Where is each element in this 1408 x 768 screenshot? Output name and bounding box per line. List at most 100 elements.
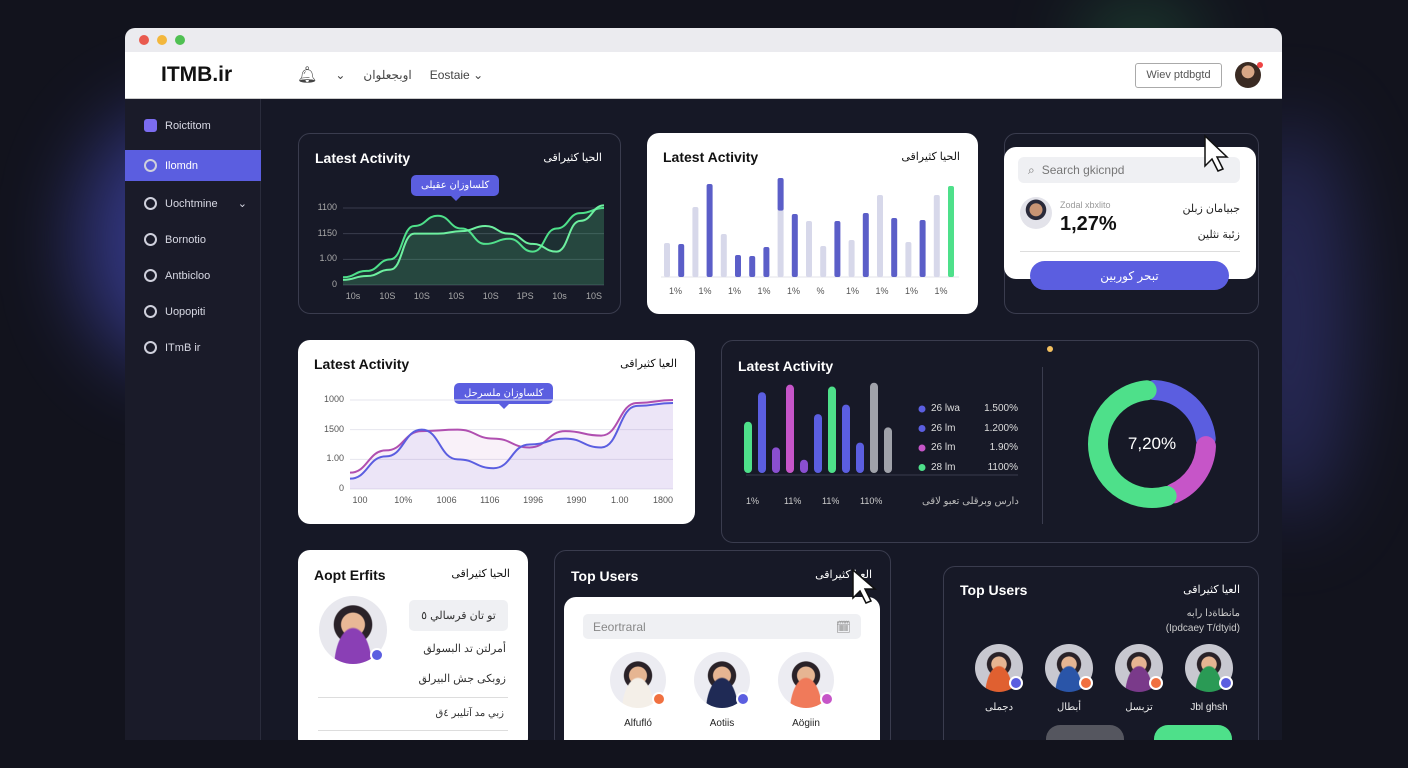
profile-tag[interactable]: تو تان قرسالي ٥: [409, 600, 508, 631]
divider: [318, 730, 508, 731]
stat-panel: ⌕ Search gkicnpd Zodal xbxlito 1,27% جبيا…: [1004, 147, 1256, 279]
bar: [828, 386, 836, 473]
line-chart: [349, 399, 674, 490]
series-area: [350, 400, 673, 489]
x-tick-label: %: [816, 286, 825, 296]
bar: [744, 421, 752, 473]
nav-item[interactable]: اوبجعلوان: [363, 68, 412, 82]
y-tick-label: 0: [331, 279, 337, 289]
x-tick-label: 1%: [746, 496, 760, 506]
calendar-icon[interactable]: 🗓︎: [835, 619, 851, 634]
user-name: أبطال: [1056, 702, 1082, 713]
primary-button[interactable]: تبحر كوربين: [1030, 261, 1229, 290]
view-button[interactable]: Wiev ptdbgtd: [1135, 62, 1222, 88]
status-badge: [1079, 676, 1093, 690]
bar: [884, 427, 892, 473]
user-avatar[interactable]: [1235, 62, 1263, 88]
user-name: Jbl ghsh: [1190, 702, 1228, 713]
x-tick-label: 1%: [905, 286, 919, 296]
status-badge: [820, 692, 834, 706]
x-tick-label: 110%: [860, 496, 883, 506]
bar: [806, 221, 812, 277]
profile-line: أمرلتن تد البسولق: [423, 643, 506, 655]
bar-and-donut-chart: [744, 380, 1216, 508]
x-tick-label: 1PS: [516, 291, 534, 301]
x-tick-label: 1%: [757, 286, 771, 296]
top-users-card-2: Top Users العيا كثيراقى مانطاةدا رابه (I…: [943, 566, 1259, 740]
user-circle-icon: [144, 197, 157, 210]
bar: [919, 220, 926, 277]
close-window-button[interactable]: [139, 35, 149, 45]
title-bar: [125, 28, 1282, 52]
stat-side-text: زئبة نثلين: [1197, 229, 1240, 241]
sidebar-item-label: ITmB ir: [165, 341, 201, 354]
sidebar-item-6[interactable]: Uopopiti: [125, 296, 261, 327]
bar: [905, 242, 912, 277]
donut-center-value: 7,20%: [1127, 434, 1177, 453]
legend-dot: [918, 425, 926, 432]
card-title: Top Users: [571, 568, 639, 584]
user-avatar: [1020, 197, 1052, 229]
sidebar-item-7[interactable]: ITmB ir: [125, 332, 261, 363]
series-line: [349, 399, 674, 474]
series-area: [350, 402, 673, 489]
sidebar-item-5[interactable]: Antbicloo: [125, 260, 261, 291]
line-chart: [342, 204, 605, 286]
bar: [758, 392, 766, 473]
card-subtitle: الحيا كثيراقى: [901, 151, 960, 163]
bar: [791, 214, 798, 277]
x-tick-label: 1990: [566, 495, 587, 505]
x-tick-label: 11%: [822, 496, 840, 506]
x-tick-label: 10S: [379, 291, 396, 301]
bar: [678, 244, 685, 277]
latest-activity-card: Latest Activity الحيا كثيراقى كلساوزان ع…: [298, 133, 621, 314]
x-tick-label: 1%: [698, 286, 712, 296]
legend-value: 1.500%: [984, 403, 1018, 414]
logo[interactable]: ITMB.ir: [161, 63, 233, 86]
bar: [800, 459, 808, 473]
chevron-down-icon[interactable]: ⌄: [237, 198, 247, 210]
bell-icon[interactable]: 🔔︎: [297, 67, 318, 84]
sidebar-item-4[interactable]: Bornotio: [125, 224, 261, 255]
x-tick-label: 1%: [846, 286, 860, 296]
x-tick-label: 11%: [784, 496, 802, 506]
info-text: (Ipdcaey T/dtyid): [1165, 623, 1240, 634]
layers-icon: [144, 119, 157, 132]
y-tick-label: 1.00: [319, 253, 337, 264]
x-tick-label: 10S: [448, 291, 465, 301]
series-line: [349, 401, 674, 480]
x-tick-label: 1800: [652, 495, 674, 505]
y-tick-label: 1100: [317, 202, 337, 212]
card-title: Aopt Erfits: [314, 567, 386, 583]
bar: [772, 447, 780, 473]
sidebar-item-3[interactable]: Uochtmine ⌄: [125, 188, 261, 219]
filter-input[interactable]: Eeortraral 🗓︎: [583, 614, 861, 639]
x-tick-label: 10%: [394, 495, 413, 505]
search-placeholder: Search gkicnpd: [1041, 163, 1125, 177]
series-line: [342, 207, 605, 279]
maximize-window-button[interactable]: [175, 35, 185, 45]
minimize-window-button[interactable]: [157, 35, 167, 45]
bar: [720, 234, 727, 277]
bar: [692, 207, 699, 277]
secondary-button[interactable]: [1046, 725, 1124, 740]
latest-activity-donut-card: Latest Activity دارس وبرقلى تعبو لاقى 1%…: [721, 340, 1259, 543]
bar: [749, 256, 756, 277]
x-tick-label: 10S: [413, 291, 430, 301]
status-badge: [1219, 676, 1233, 690]
sidebar-item-1[interactable]: Roictitom: [125, 110, 261, 141]
bar-chart: [661, 178, 959, 278]
chevron-down-icon[interactable]: ⌄: [335, 68, 346, 82]
primary-button[interactable]: [1154, 725, 1232, 740]
browser-window: ITMB.ir 🔔︎ ⌄ اوبجعلوان Eostaie ⌄ Wiev pt…: [125, 28, 1282, 740]
notification-badge: [1257, 62, 1263, 68]
user-name: تزبسل: [1125, 702, 1153, 713]
sidebar-item-2[interactable]: Ilomdn: [125, 150, 261, 181]
divider: [318, 697, 508, 698]
x-tick-label: 1%: [934, 286, 948, 296]
series-area: [343, 208, 604, 285]
search-input[interactable]: ⌕ Search gkicnpd: [1018, 157, 1240, 183]
nav-dropdown[interactable]: Eostaie ⌄: [430, 68, 483, 82]
x-tick-label: 1%: [728, 286, 742, 296]
legend-dot: [918, 405, 926, 413]
